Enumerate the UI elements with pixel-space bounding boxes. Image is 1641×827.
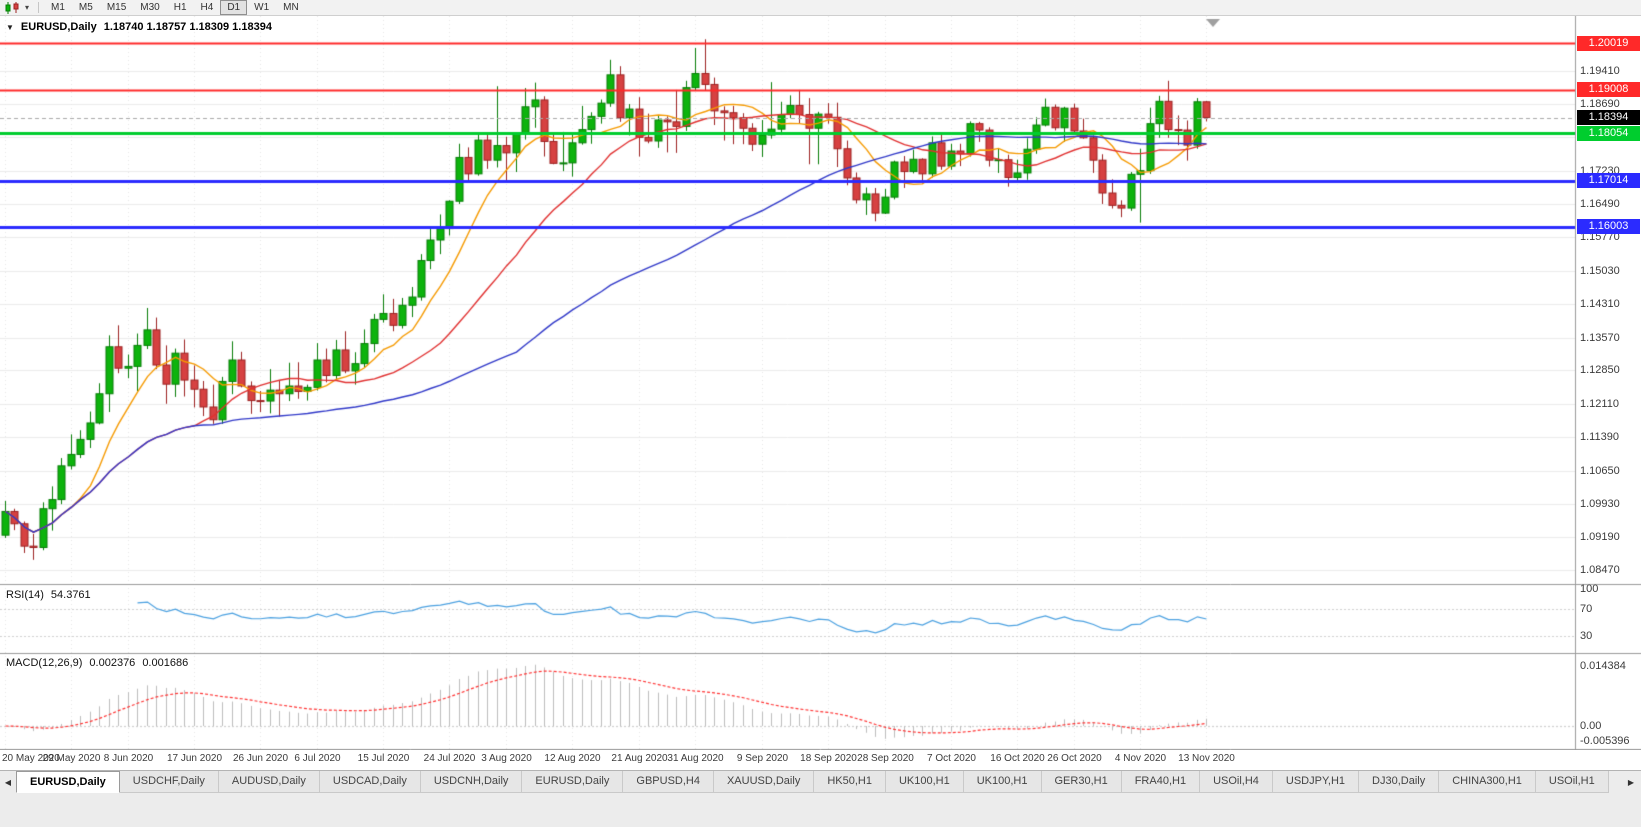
macd-scale-tick: 0.00 xyxy=(1580,720,1602,732)
chart-tab-fra40-h1[interactable]: FRA40,H1 xyxy=(1121,771,1201,793)
price-scale-tick: 1.18690 xyxy=(1580,98,1620,111)
price-scale-tick: 1.10650 xyxy=(1580,464,1620,477)
date-axis-label: 15 Jul 2020 xyxy=(357,753,410,764)
price-level-badge: 1.17014 xyxy=(1577,173,1640,188)
date-axis-label: 13 Nov 2020 xyxy=(1178,753,1235,764)
macd-indicator-label: MACD(12,26,9) 0.002376 0.001686 xyxy=(6,657,188,669)
chart-title: ▼ EURUSD,Daily 1.18740 1.18757 1.18309 1… xyxy=(6,21,272,33)
chart-tab-usoil-h1[interactable]: USOil,H1 xyxy=(1535,771,1609,793)
date-axis-label: 12 Aug 2020 xyxy=(544,753,601,764)
rsi-scale-tick: 30 xyxy=(1580,629,1593,642)
chart-tab-audusd-daily[interactable]: AUDUSD,Daily xyxy=(218,771,320,793)
chart-tab-usoil-h4[interactable]: USOil,H4 xyxy=(1200,771,1273,793)
price-scale-tick: 1.14310 xyxy=(1580,297,1620,310)
chart-tab-ger30-h1[interactable]: GER30,H1 xyxy=(1041,771,1122,793)
chart-tab-usdcnh-daily[interactable]: USDCNH,Daily xyxy=(420,771,523,793)
timeframe-button-h1[interactable]: H1 xyxy=(173,2,187,13)
price-scale-tick: 1.12110 xyxy=(1580,398,1619,411)
rsi-indicator-label: RSI(14) 54.3761 xyxy=(6,589,91,601)
date-axis-label: 28 Sep 2020 xyxy=(857,753,914,764)
current-price-badge: 1.18394 xyxy=(1577,110,1640,126)
chart-tab-usdcad-daily[interactable]: USDCAD,Daily xyxy=(319,771,421,793)
chart-tab-china300-h1[interactable]: CHINA300,H1 xyxy=(1439,771,1536,793)
chart-tab-eurusd-daily[interactable]: EURUSD,Daily xyxy=(16,771,120,793)
price-scale-tick: 1.19410 xyxy=(1580,65,1620,78)
chart-tab-eurusd-daily[interactable]: EURUSD,Daily xyxy=(522,771,624,793)
candlestick-chart-icon xyxy=(5,1,19,14)
date-axis-label: 6 Jul 2020 xyxy=(294,753,341,764)
tab-scroll-left-icon[interactable]: ◀ xyxy=(4,777,12,787)
date-axis-label: 21 Aug 2020 xyxy=(611,753,668,764)
chart-type-icon[interactable] xyxy=(0,0,25,16)
price-level-badge: 1.16003 xyxy=(1577,219,1640,235)
price-level-badge: 1.18054 xyxy=(1577,125,1640,141)
macd-signal-value: 0.001686 xyxy=(142,657,189,669)
timeframe-button-m30[interactable]: M30 xyxy=(140,2,160,13)
date-axis-label: 9 Sep 2020 xyxy=(736,753,789,764)
collapse-triangle-icon[interactable]: ▼ xyxy=(6,22,14,32)
chart-tab-bar: ◀ EURUSD,Daily USDCHF,Daily AUDUSD,Daily US… xyxy=(0,770,1641,827)
date-axis-label: 7 Oct 2020 xyxy=(927,753,976,764)
price-scale-tick: 1.13570 xyxy=(1580,331,1620,344)
chart-tab-usdjpy-h1[interactable]: USDJPY,H1 xyxy=(1272,771,1360,793)
price-scale-tick: 1.12850 xyxy=(1580,364,1620,377)
macd-name: MACD(12,26,9) xyxy=(6,657,83,669)
macd-scale-tick: -0.005396 xyxy=(1580,735,1630,747)
chart-tab-dj30-daily[interactable]: DJ30,Daily xyxy=(1359,771,1440,793)
date-axis-label: 26 Jun 2020 xyxy=(232,753,289,764)
toolbar-separator xyxy=(38,2,40,13)
date-axis-label: 8 Jun 2020 xyxy=(103,753,154,764)
price-scale-tick: 1.15030 xyxy=(1580,265,1620,278)
price-chart-canvas[interactable] xyxy=(0,16,1641,750)
chart-tab-uk100-h1[interactable]: UK100,H1 xyxy=(963,771,1042,793)
price-level-badge: 1.19008 xyxy=(1577,82,1640,98)
macd-scale-tick: 0.014384 xyxy=(1580,659,1626,672)
tab-scroll-right-icon[interactable]: ▶ xyxy=(1623,774,1639,790)
chart-tab-hk50-h1[interactable]: HK50,H1 xyxy=(814,771,886,793)
chart-dropdown-caret-icon[interactable]: ▾ xyxy=(25,3,30,12)
macd-value: 0.002376 xyxy=(89,657,136,669)
chart-tab-usdchf-daily[interactable]: USDCHF,Daily xyxy=(119,771,219,793)
date-axis-label: 26 Oct 2020 xyxy=(1047,753,1102,764)
rsi-scale-tick: 70 xyxy=(1580,603,1593,616)
date-axis-label: 20 May 2020 xyxy=(2,753,60,764)
timeframe-button-d1[interactable]: D1 xyxy=(220,0,248,15)
timeframe-button-m15[interactable]: M15 xyxy=(106,2,127,13)
timeframe-buttons-group: M1 M5 M15 M30 H1 H4 D1 W1 MN xyxy=(44,0,306,15)
price-scale-tick: 1.08470 xyxy=(1580,564,1620,577)
timeframe-button-m5[interactable]: M5 xyxy=(78,2,93,13)
timeframe-toolbar: ▾ M1 M5 M15 M30 H1 H4 D1 W1 MN xyxy=(0,0,1641,16)
rsi-scale-tick: 100 xyxy=(1580,583,1599,596)
chart-tabs: EURUSD,Daily USDCHF,Daily AUDUSD,Daily USDC… xyxy=(16,771,1609,793)
price-level-badge: 1.20019 xyxy=(1577,35,1640,51)
timeframe-button-w1[interactable]: W1 xyxy=(254,2,270,13)
date-axis-label: 17 Jun 2020 xyxy=(166,753,223,764)
price-scale-tick: 1.09930 xyxy=(1580,497,1620,510)
date-axis-label: 18 Sep 2020 xyxy=(800,753,857,764)
chart-tab-gbpusd-h4[interactable]: GBPUSD,H4 xyxy=(623,771,714,793)
timeframe-button-m1[interactable]: M1 xyxy=(51,2,65,13)
date-axis-label: 29 May 2020 xyxy=(42,753,101,764)
price-scale-tick: 1.11390 xyxy=(1580,431,1619,444)
rsi-name: RSI(14) xyxy=(6,589,44,601)
date-axis-label: 16 Oct 2020 xyxy=(990,753,1045,764)
price-scale-tick: 1.09190 xyxy=(1580,531,1620,544)
chart-ohlc-values: 1.18740 1.18757 1.18309 1.18394 xyxy=(103,21,272,33)
rsi-value: 54.3761 xyxy=(50,589,91,601)
date-axis-label: 31 Aug 2020 xyxy=(667,753,724,764)
timeframe-button-mn[interactable]: MN xyxy=(283,2,299,13)
date-axis-label: 4 Nov 2020 xyxy=(1114,753,1167,764)
chart-tab-xauusd-daily[interactable]: XAUUSD,Daily xyxy=(713,771,815,793)
timeframe-button-h4[interactable]: H4 xyxy=(200,2,214,13)
price-scale-tick: 1.15770 xyxy=(1580,231,1620,244)
date-axis-label: 3 Aug 2020 xyxy=(481,753,532,764)
price-scale-tick: 1.16490 xyxy=(1580,198,1620,211)
chart-symbol-period: EURUSD,Daily xyxy=(20,21,97,33)
chart-tab-uk100-h1[interactable]: UK100,H1 xyxy=(885,771,964,793)
date-axis-label: 24 Jul 2020 xyxy=(423,753,476,764)
